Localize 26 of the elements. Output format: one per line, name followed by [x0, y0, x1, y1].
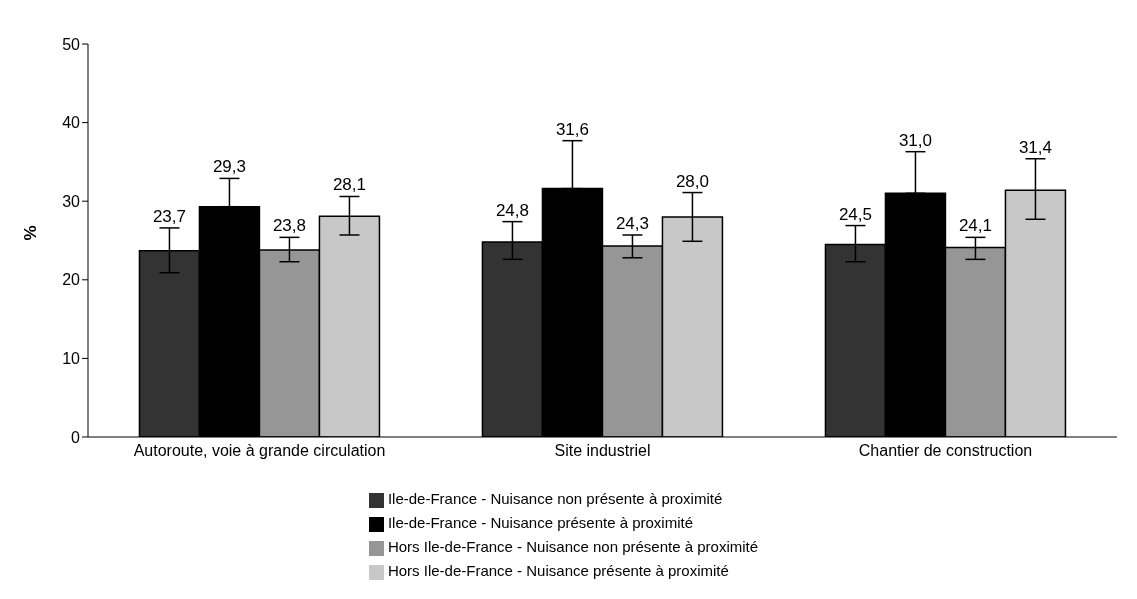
data-label: 24,3 — [615, 214, 649, 233]
y-tick-label: 30 — [62, 192, 81, 210]
legend-label: Ile-de-France - Nuisance présente à proximité — [387, 514, 694, 531]
y-tick-label: 50 — [62, 35, 81, 53]
data-label: 23,7 — [152, 206, 186, 226]
data-label: 23,8 — [272, 216, 306, 236]
data-label: 24,5 — [838, 204, 872, 224]
data-label: 28,1 — [332, 175, 366, 195]
legend-label: Ile-de-France - Nuisance non présente à proximité — [387, 490, 723, 507]
data-label: 28,0 — [675, 171, 709, 191]
data-label: 31,6 — [555, 119, 589, 139]
data-label: 31,0 — [898, 130, 932, 150]
data-label: 29,3 — [212, 157, 246, 177]
data-label: 24,8 — [495, 200, 529, 220]
legend-label: Hors Ile-de-France - Nuisance non présente à proximité — [387, 538, 759, 555]
y-tick-label: 0 — [71, 428, 81, 446]
x-tick-label: Chantier de construction — [858, 442, 1033, 460]
data-label: 24,1 — [958, 216, 992, 236]
data-label: 31,4 — [1018, 137, 1052, 157]
y-tick-label: 20 — [62, 271, 81, 289]
legend-label: Hors Ile-de-France - Nuisance présente à proximité — [387, 562, 729, 579]
x-tick-label: Autoroute, voie à grande circulation — [133, 442, 386, 460]
y-tick-label: 40 — [62, 114, 81, 132]
y-axis-title: % — [21, 225, 41, 241]
y-tick-label: 10 — [62, 350, 81, 368]
x-tick-label: Site industriel — [554, 442, 651, 460]
